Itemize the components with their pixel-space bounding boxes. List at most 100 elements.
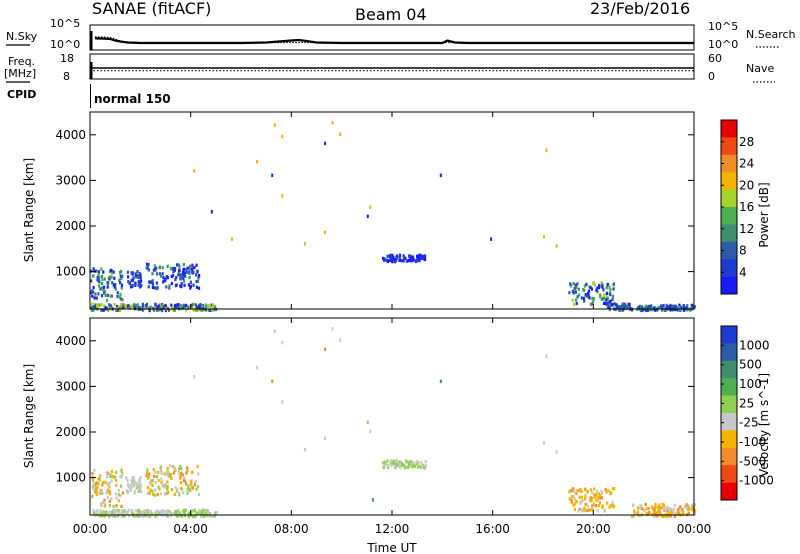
data-cell <box>601 504 604 508</box>
colorbar-segment <box>721 447 737 466</box>
data-cell <box>391 253 394 257</box>
data-cell <box>102 510 105 514</box>
data-cell <box>133 306 136 310</box>
data-cell <box>195 285 198 289</box>
data-cell <box>113 283 116 287</box>
cpid-label: CPID <box>7 88 36 101</box>
data-cell <box>116 304 119 309</box>
data-cell <box>183 304 186 309</box>
power-ylabel: Slant Range [km] <box>22 158 36 262</box>
data-cell <box>682 512 685 516</box>
data-cell <box>152 306 155 310</box>
data-cell <box>668 305 671 309</box>
data-cell <box>214 511 217 515</box>
data-cell <box>584 494 587 498</box>
colorbar-segment <box>721 395 737 414</box>
data-cell <box>109 304 113 308</box>
data-cell <box>130 511 133 515</box>
colorbar-segment <box>721 276 737 295</box>
data-cell <box>94 292 97 296</box>
data-cell <box>584 293 587 297</box>
data-cell <box>184 274 187 278</box>
data-cell <box>592 502 596 506</box>
data-point <box>371 498 374 502</box>
data-cell <box>424 460 427 464</box>
data-cell <box>213 308 216 312</box>
data-cell <box>158 306 161 310</box>
data-cell <box>146 471 149 475</box>
data-cell <box>691 506 694 510</box>
data-cell <box>172 471 176 475</box>
data-cell <box>603 293 606 297</box>
data-cell <box>116 291 119 295</box>
data-cell <box>402 254 405 258</box>
data-cell <box>135 509 138 513</box>
noise-frame <box>89 24 695 51</box>
data-point <box>543 441 545 445</box>
data-cell <box>109 275 112 280</box>
data-cell <box>421 464 424 468</box>
data-cell <box>574 290 577 294</box>
data-cell <box>571 290 575 294</box>
data-cell <box>194 479 197 483</box>
data-cell <box>103 291 106 295</box>
data-cell <box>136 514 139 518</box>
data-cell <box>187 515 190 519</box>
data-cell <box>166 514 169 518</box>
data-cell <box>658 306 661 310</box>
data-cell <box>131 304 134 308</box>
data-cell <box>570 284 573 288</box>
data-cell <box>573 508 576 512</box>
data-cell <box>97 270 100 274</box>
data-cell <box>204 306 207 310</box>
data-cell <box>576 295 579 299</box>
data-cell <box>179 465 182 469</box>
data-cell <box>581 508 584 512</box>
velocity-axes: 1000 2000 3000 4000 00:00 04:00 08:00 12:00 16:0… <box>55 318 711 536</box>
data-cell <box>92 511 95 516</box>
data-cell <box>192 270 195 274</box>
data-cell <box>686 304 689 308</box>
data-cell <box>139 483 142 487</box>
data-cell <box>648 305 651 309</box>
data-cell <box>423 255 426 259</box>
data-cell <box>139 274 142 278</box>
data-cell <box>648 308 651 312</box>
data-cell <box>147 268 150 272</box>
data-cell <box>180 466 183 471</box>
data-cell <box>213 514 216 518</box>
data-cell <box>392 462 395 466</box>
data-cell <box>674 304 677 308</box>
colorbar-tick-label: 25 <box>739 396 754 410</box>
data-cell <box>215 511 218 515</box>
colorbar-segment <box>721 378 737 396</box>
data-cell <box>610 303 613 307</box>
data-cell <box>164 483 167 487</box>
data-cell <box>581 499 584 503</box>
data-cell <box>95 492 98 497</box>
data-cell <box>395 257 398 261</box>
data-cell <box>669 512 672 516</box>
data-cell <box>91 478 95 482</box>
data-cell <box>185 303 188 307</box>
data-cell <box>685 505 688 509</box>
data-cell <box>100 294 104 298</box>
data-cell <box>151 272 154 276</box>
data-cell <box>398 258 401 262</box>
noise-search-line <box>95 36 694 44</box>
data-cell <box>589 498 592 502</box>
data-cell <box>170 274 173 278</box>
power-colorbar: 28 24 20 16 12 8 4 <box>720 119 754 295</box>
data-cell <box>407 259 410 263</box>
data-cell <box>137 274 140 278</box>
data-point <box>324 141 327 146</box>
data-cell <box>115 504 118 508</box>
data-cell <box>110 294 113 298</box>
data-cell <box>147 285 150 289</box>
data-cell <box>131 272 134 276</box>
data-cell <box>166 480 169 484</box>
data-cell <box>154 302 157 306</box>
data-cell <box>678 509 681 513</box>
data-cell <box>181 273 184 277</box>
data-cell <box>412 461 416 465</box>
